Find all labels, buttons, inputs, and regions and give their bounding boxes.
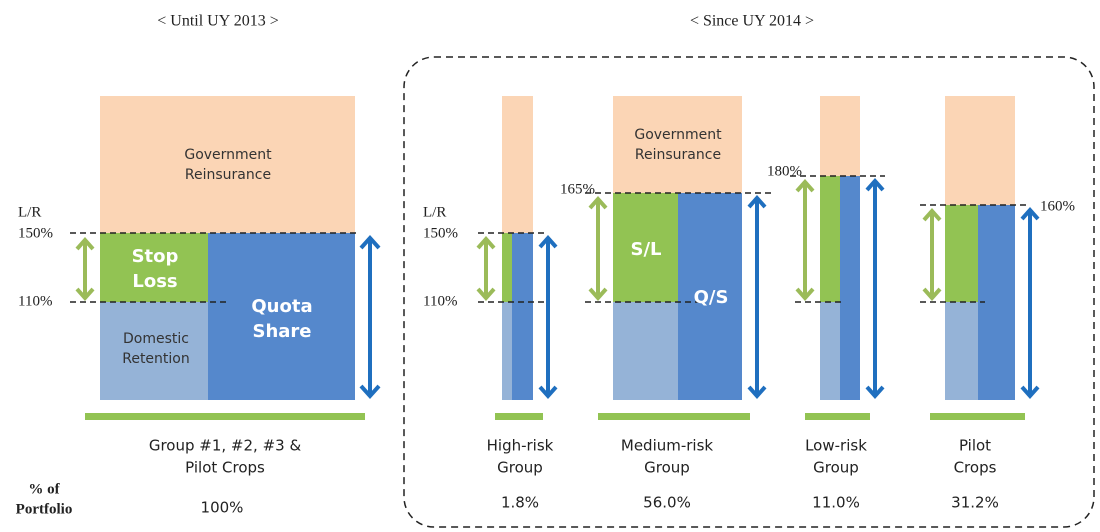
axis-label: L/R — [18, 204, 41, 220]
layer-label: Government — [184, 147, 272, 163]
government-layer — [820, 96, 860, 176]
stop-loss-layer — [100, 233, 208, 302]
level-label: 180% — [767, 163, 802, 179]
layer-label: Q/S — [694, 287, 729, 308]
portfolio-label: Portfolio — [16, 501, 73, 517]
layer-label: Reinsurance — [185, 167, 271, 183]
group-label: Low-risk — [805, 437, 867, 455]
group-label: Medium-risk — [621, 437, 714, 455]
base-bar — [85, 413, 365, 420]
quota-share-layer — [208, 233, 355, 400]
left-panel: < Until UY 2013 > Government Reinsurance… — [16, 13, 381, 517]
heading: < Since UY 2014 > — [690, 13, 814, 30]
stop-loss-layer — [502, 233, 512, 302]
retention-layer — [820, 302, 840, 400]
stop-loss-layer — [945, 205, 978, 302]
group-label: Pilot — [959, 437, 991, 455]
group-label: Group — [644, 459, 690, 477]
arrow — [1020, 206, 1040, 400]
group-label: Pilot Crops — [185, 459, 265, 477]
layer-label: Reinsurance — [635, 147, 721, 163]
level-label: 150% — [423, 225, 458, 241]
quota-share-layer — [512, 233, 533, 400]
base-bar — [930, 413, 1025, 420]
stop-loss-layer — [820, 176, 840, 302]
base-bar — [495, 413, 543, 420]
base-bar — [805, 413, 870, 420]
layer-label: Share — [252, 321, 311, 342]
retention-layer — [945, 302, 978, 400]
portfolio-label: % of — [28, 481, 60, 497]
layer-label: Quota — [251, 296, 312, 317]
arrow — [538, 234, 558, 400]
level-label: 110% — [18, 293, 52, 309]
frame — [403, 56, 1095, 528]
share: 31.2% — [951, 494, 999, 512]
quota-share-layer — [678, 193, 742, 400]
layer-label: Stop — [132, 246, 179, 267]
share: 11.0% — [812, 494, 860, 512]
layer-label: Retention — [122, 351, 190, 367]
level-label: 150% — [18, 225, 53, 241]
arrow — [865, 177, 885, 400]
arrow — [922, 207, 942, 302]
level-label: 160% — [1040, 198, 1075, 214]
heading: < Until UY 2013 > — [157, 13, 278, 30]
group-label: Group — [813, 459, 859, 477]
government-layer — [502, 96, 533, 233]
quota-share-layer — [840, 176, 860, 400]
government-layer — [945, 96, 1015, 205]
share: 1.8% — [501, 494, 539, 512]
layer-label: Loss — [132, 271, 177, 292]
layer-label: S/L — [630, 239, 661, 260]
government-layer — [100, 96, 355, 233]
stop-loss-layer — [613, 193, 678, 302]
layer-label: Government — [634, 127, 722, 143]
arrow — [747, 194, 767, 400]
retention-layer — [502, 302, 512, 400]
arrow — [476, 235, 496, 302]
retention-layer — [613, 302, 678, 400]
group-label: Crops — [954, 459, 997, 477]
level-label: 110% — [423, 293, 457, 309]
group-label: High-risk — [487, 437, 554, 455]
right-panel: < Since UY 2014 > L/R 150% 110% High-ris… — [403, 13, 1095, 528]
arrow — [588, 195, 608, 302]
arrow — [75, 236, 95, 302]
share: 56.0% — [643, 494, 691, 512]
layer-label: Domestic — [123, 331, 189, 347]
group-label: Group — [497, 459, 543, 477]
group-label: Group #1, #2, #3 & — [149, 437, 302, 455]
base-bar — [598, 413, 750, 420]
arrow — [795, 178, 815, 302]
share: 100% — [201, 499, 244, 517]
retention-layer — [100, 302, 208, 400]
government-layer — [613, 96, 742, 193]
axis-label: L/R — [423, 204, 446, 220]
level-label: 165% — [560, 181, 595, 197]
arrow — [359, 235, 381, 399]
